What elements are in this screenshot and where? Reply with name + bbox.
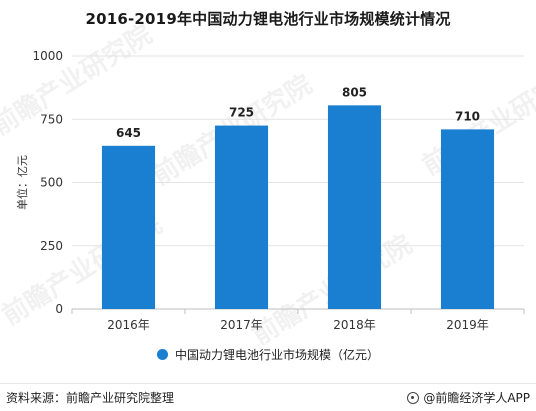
x-tick-label: 2019年 [446,318,489,332]
y-tick-label: 0 [55,302,63,316]
y-tick-label: 500 [40,176,63,190]
y-tick-label: 250 [40,239,63,253]
source-note: 资料来源：前瞻产业研究院整理 [6,391,175,405]
legend-swatch [156,349,168,360]
bar-chart: 0 250 500 750 1000 单位：亿元 645 2016年 725 2017年 805 20… [15,49,525,332]
credit-text: @前瞻经济学人APP [423,391,530,405]
chart-title: 2016-2019年中国动力锂电池行业市场规模统计情况 [85,10,451,28]
x-tick-label: 2018年 [333,318,376,332]
x-tick-label: 2016年 [107,318,150,332]
data-label: 710 [455,109,480,123]
legend-label: 中国动力锂电池行业市场规模（亿元） [174,348,379,362]
y-tick-label: 750 [40,112,63,126]
legend: 中国动力锂电池行业市场规模（亿元） [0,346,536,363]
y-tick-label: 1000 [32,49,63,63]
bar [327,105,382,310]
data-label: 645 [116,126,141,140]
bar [440,129,495,309]
footer: 资料来源：前瞻产业研究院整理 @前瞻经济学人APP [0,383,536,411]
data-label: 805 [342,85,367,99]
x-tick-label: 2017年 [220,318,263,332]
bar [101,145,156,309]
y-axis-title: 单位：亿元 [15,155,29,210]
app-logo-icon [407,391,420,404]
bar [214,125,269,309]
data-label: 725 [229,106,254,120]
credit: @前瞻经济学人APP [407,389,530,406]
